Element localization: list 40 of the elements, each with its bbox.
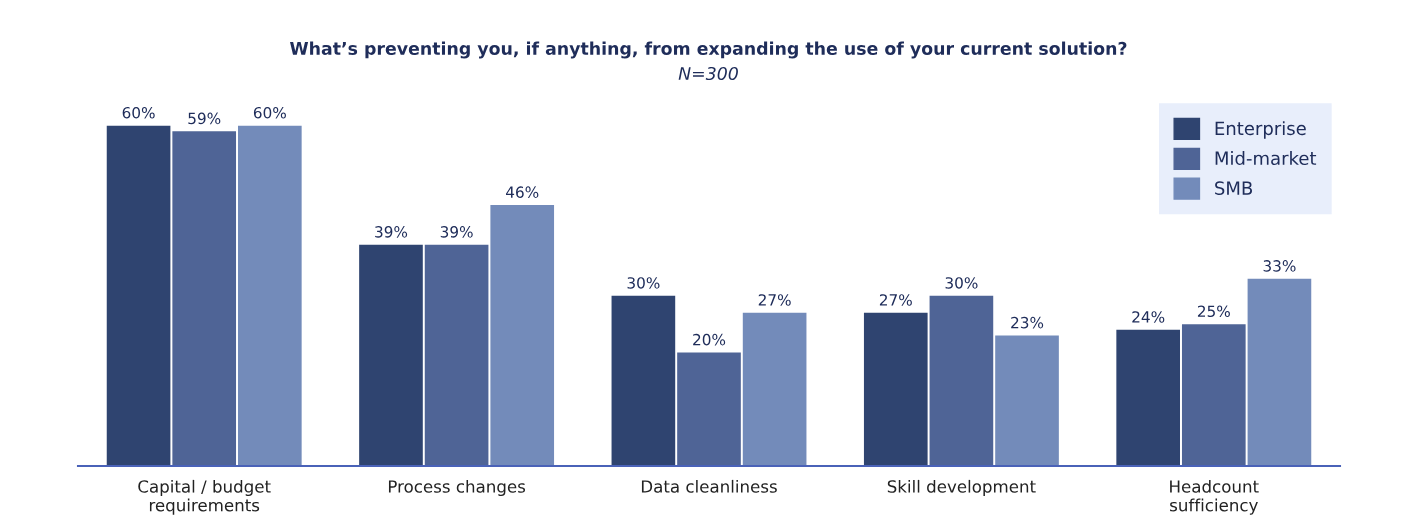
- bar: [1181, 324, 1246, 466]
- data-label: 59%: [188, 112, 221, 125]
- bar: [172, 131, 237, 466]
- x-tick-label: Data cleanliness: [641, 479, 777, 493]
- data-label: 30%: [627, 277, 660, 289]
- x-tick-label: Headcount sufficiency: [1170, 479, 1259, 515]
- bar: [359, 244, 423, 466]
- bar: [611, 295, 676, 466]
- data-label: 24%: [1132, 311, 1165, 323]
- bar: [106, 125, 171, 466]
- bar: [490, 205, 555, 466]
- bar: [995, 335, 1059, 466]
- data-label: 30%: [945, 277, 978, 289]
- data-label: 39%: [375, 226, 408, 238]
- data-label: 27%: [758, 294, 791, 306]
- data-label: 20%: [693, 333, 726, 346]
- x-tick-label: Capital / budget requirements: [138, 479, 271, 515]
- x-tick-label: Skill development: [887, 479, 1036, 497]
- data-label: 39%: [440, 226, 473, 238]
- data-label: 60%: [122, 106, 155, 119]
- legend-label: SMB: [1215, 181, 1253, 195]
- chart-subtitle: N=300: [678, 66, 738, 81]
- bar: [1116, 329, 1180, 466]
- legend-label: Enterprise: [1215, 121, 1306, 139]
- bar: [742, 312, 807, 466]
- data-label: 46%: [505, 186, 539, 198]
- data-label: 23%: [1011, 316, 1044, 329]
- chart-title: What’s preventing you, if anything, from expanding the use of your current solution?: [290, 41, 1127, 59]
- legend-label: Mid-market: [1215, 151, 1317, 166]
- bar: [677, 352, 741, 466]
- bar: [863, 312, 928, 466]
- data-label: 27%: [879, 294, 912, 306]
- bar: [238, 125, 302, 466]
- x-tick-label: Process changes: [388, 479, 526, 497]
- data-label: 60%: [253, 106, 286, 119]
- data-label: 25%: [1197, 305, 1230, 318]
- bar: [929, 295, 994, 466]
- bar: [424, 244, 489, 466]
- data-label: 33%: [1263, 260, 1296, 272]
- bar: [1247, 278, 1312, 466]
